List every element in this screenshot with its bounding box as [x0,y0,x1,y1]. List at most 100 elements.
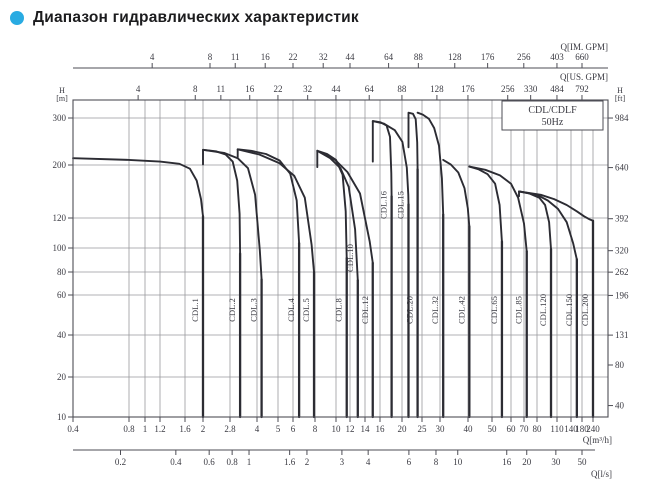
m3h-tick-label: 1.2 [154,424,165,434]
left-tick-label: 100 [53,243,67,253]
ls-tick-label: 0.6 [204,457,216,467]
m3h-tick-label: 5 [276,424,281,434]
right-axis: H[ft] 40 80 131 196 262 320 392 640 984 [608,86,629,411]
pump-curve-CDL.5 [236,148,315,273]
im-gpm-tick-label: 128 [448,52,462,62]
im-gpm-tick-label: 16 [261,52,271,62]
right-axis-title-unit: [ft] [615,94,626,103]
m3h-tick-label: 0.8 [123,424,135,434]
pump-curve-CDL.20 [407,111,419,171]
legend-box [501,100,604,131]
right-tick-label: 80 [615,360,625,370]
im-gpm-tick-label: 88 [414,52,424,62]
bottom-axis-ls: 0.2 0.4 0.6 0.8 1 1.6 2 3 4 6 8 10 16 20 30 50Q[l/s] [73,449,612,479]
m3h-tick-label: 2.8 [224,424,236,434]
pump-curve-CDL.4 [236,148,301,245]
ls-tick-label: 1.6 [284,457,296,467]
right-tick-label: 40 [615,401,625,411]
us-gpm-tick-label: 256 [501,84,515,94]
us-gpm-tick-label: 8 [193,84,198,94]
pump-label-CDL.10: CDL.10 [345,244,355,272]
m3h-tick-label: 240 [586,424,600,434]
us-gpm-tick-label: 16 [245,84,255,94]
pump-label-CDL.200: CDL.200 [580,294,590,326]
m3h-tick-label: 20 [398,424,408,434]
pump-curve-CDL.12 [316,149,374,264]
m3h-tick-label: 1 [143,424,148,434]
m3h-tick-label: 110 [550,424,564,434]
us-gpm-tick-label: 44 [331,84,341,94]
pump-label-CDL.16: CDL.16 [379,190,389,219]
m3h-tick-label: 16 [376,424,386,434]
m3h-tick-label: 25 [418,424,428,434]
m3h-tick-label: 180 [575,424,589,434]
pump-label-CDL.32: CDL.32 [430,296,440,324]
bullet-icon [10,11,24,25]
ls-tick-label: 1 [247,457,252,467]
left-axis-title: H [59,86,65,95]
pump-label-CDL.15: CDL.15 [395,191,405,219]
us-gpm-tick-label: 88 [397,84,407,94]
right-tick-label: 320 [615,246,629,256]
ls-tick-label: 20 [522,457,532,467]
pump-curve-CDL.65 [468,165,503,243]
us-gpm-tick-label: 32 [303,84,312,94]
left-axis: H[m] 10 20 40 60 80 100 120 200 300 [53,86,73,422]
pump-label-CDL.85: CDL.85 [514,296,524,324]
pump-label-CDL.1: CDL.1 [190,298,200,322]
ls-tick-label: 10 [453,457,463,467]
im-gpm-tick-label: 403 [550,52,564,62]
m3h-tick-label: 40 [464,424,474,434]
pump-curve-CDL.200 [518,190,594,222]
pump-curve-CDL.85 [468,165,528,253]
right-tick-label: 262 [615,267,629,277]
left-tick-label: 80 [57,267,67,277]
m3h-tick-label: 4 [255,424,260,434]
m3h-tick-label: 80 [533,424,543,434]
grid [73,100,608,417]
im-gpm-tick-label: 64 [384,52,394,62]
left-tick-label: 200 [53,160,67,170]
pump-label-CDL.2: CDL.2 [227,298,237,322]
right-tick-label: 640 [615,163,629,173]
im-gpm-tick-label: 256 [517,52,531,62]
m3h-axis-title: Q[m³/h] [583,435,612,445]
pump-label-CDL.120: CDL.120 [538,294,548,326]
left-tick-label: 40 [57,330,67,340]
pump-label-CDL.150: CDL.150 [564,294,574,326]
m3h-tick-label: 70 [520,424,530,434]
us-gpm-tick-label: 792 [575,84,589,94]
left-tick-label: 20 [57,372,67,382]
left-axis-title-unit: [m] [56,94,68,103]
m3h-tick-label: 30 [436,424,446,434]
page-title: Диапазон гидравлических характеристик [33,9,359,26]
pump-label-CDL.20: CDL.20 [405,296,415,324]
pump-label-CDL.65: CDL.65 [489,296,499,324]
pump-label-CDL.8: CDL.8 [334,298,344,322]
pump-curves [72,111,595,419]
us-gpm-tick-label: 4 [136,84,141,94]
pump-label-CDL.3: CDL.3 [249,298,259,322]
m3h-tick-label: 8 [313,424,318,434]
im-gpm-tick-label: 4 [150,52,155,62]
left-tick-label: 10 [57,412,67,422]
ls-tick-label: 0.4 [170,457,182,467]
right-tick-label: 131 [615,330,629,340]
m3h-tick-label: 0.4 [67,424,79,434]
left-tick-label: 300 [53,113,67,123]
ls-tick-label: 6 [407,457,412,467]
m3h-tick-label: 2 [201,424,206,434]
us-gpm-tick-label: 176 [461,84,475,94]
legend-frequency: 50Hz [542,117,564,128]
pump-curve-CDL.150 [518,190,578,261]
ls-tick-label: 30 [551,457,561,467]
ls-tick-label: 4 [366,457,371,467]
im-gpm-tick-label: 11 [231,52,240,62]
us-gpm-tick-label: 330 [524,84,538,94]
im-gpm-axis-title: Q[IM. GPM] [560,42,608,52]
bottom-axis-m3h: 0.4 0.8 1 1.2 1.6 2 2.8 4 5 6 8 10 12 14 16 20 25 30 40 50 6… [67,417,612,445]
us-gpm-tick-label: 22 [273,84,282,94]
pump-curve-CDL.42 [442,158,471,228]
pump-curve-CDL.1 [72,157,204,218]
